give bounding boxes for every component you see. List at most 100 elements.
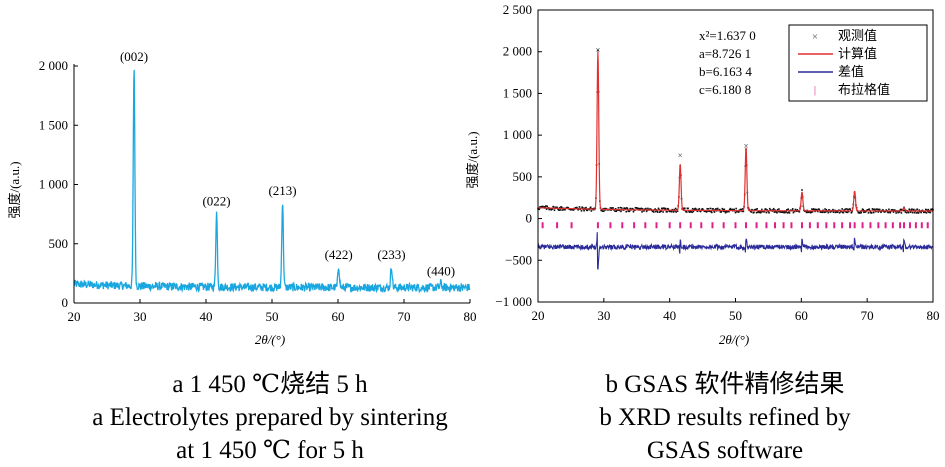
chart-b-observed-point <box>776 208 779 211</box>
chart-b-observed-point <box>888 208 890 211</box>
chart-b-observed-point <box>905 211 908 214</box>
chart-b-observed-point <box>734 211 737 214</box>
chart-b-observed-point <box>857 210 859 213</box>
chart-a-peak-label: (233) <box>377 247 405 262</box>
chart-b-observed-point <box>843 209 845 211</box>
legend-label-bragg: 布拉格值 <box>838 82 890 98</box>
chart-b-observed-point <box>928 211 930 214</box>
chart-b-observed-point <box>709 207 712 210</box>
chart-b-observed-point <box>553 209 556 212</box>
chart-b-observed-point <box>560 206 563 209</box>
chart-b-observed-point <box>577 208 579 211</box>
chart-b-stat-chi2: x²=1.637 0 <box>699 28 756 43</box>
chart-b-observed-point <box>589 207 591 210</box>
chart-b-observed-point <box>916 208 918 210</box>
chart-b-observed-point <box>553 206 555 208</box>
legend-label-difference: 差值 <box>838 64 864 80</box>
chart-b-observed-point <box>859 212 861 214</box>
chart-b-observed-point <box>632 210 635 213</box>
chart-b-x-tick-label: 30 <box>597 308 610 323</box>
chart-b-bragg-marker <box>755 222 758 229</box>
chart-b-observed-point <box>860 211 863 214</box>
chart-b-observed-point <box>813 209 816 211</box>
chart-b-y-tick-label: 1 000 <box>503 127 532 142</box>
chart-b-observed-point <box>641 211 643 213</box>
chart-b-observed-point <box>737 211 740 213</box>
chart-b-observed-point <box>908 208 911 211</box>
chart-b-bragg-marker <box>765 222 768 229</box>
chart-b-observed-point <box>728 210 730 213</box>
chart-b-axes: 20 30 40 50 60 70 80 −1 000 −500 0 500 1 000 1 500 2 … <box>495 2 939 323</box>
chart-b-observed-point <box>785 211 787 213</box>
chart-b-bragg-markers <box>541 222 929 229</box>
caption-a: a 1 450 ℃烧结 5 h a Electrolytes prepared … <box>40 368 500 467</box>
chart-a-y-tick-label: 1 500 <box>39 117 68 132</box>
chart-b: × × × 20 30 40 50 60 70 80 −1 000 −500 0 500 1 000 1 5… <box>465 2 940 347</box>
chart-b-bragg-marker <box>908 222 911 229</box>
chart-b-observed-point <box>786 212 789 214</box>
chart-b-observed-point <box>927 208 930 211</box>
chart-b-observed-point <box>822 210 825 213</box>
caption-b-line-1: b GSAS 软件精修结果 <box>605 371 845 398</box>
chart-b-bragg-marker <box>899 222 902 229</box>
chart-b-observed-point <box>556 206 558 209</box>
chart-b-observed-point <box>870 211 873 214</box>
chart-a-x-tick-label: 70 <box>398 309 411 324</box>
chart-b-observed-point <box>674 207 677 210</box>
chart-b-observed-point <box>538 208 541 211</box>
chart-b-y-tick-label: 0 <box>526 211 533 226</box>
chart-b-observed-point <box>714 208 716 211</box>
chart-b-observed-point <box>728 209 731 211</box>
chart-a-y-tick-label: 0 <box>62 295 69 310</box>
chart-a-x-tick-label: 80 <box>464 309 477 324</box>
chart-b-observed-point <box>768 211 770 214</box>
chart-b-observed-point <box>624 207 627 210</box>
chart-b-observed-point <box>656 209 658 212</box>
chart-b-observed-point <box>768 207 771 210</box>
chart-b-bragg-marker <box>745 222 748 229</box>
chart-b-observed-point <box>546 205 549 208</box>
chart-b-observed-point <box>850 211 853 214</box>
chart-b-observed-point <box>741 208 744 210</box>
chart-b-observed-point <box>695 208 698 211</box>
chart-b-observed-point <box>723 208 726 211</box>
chart-b-observed-point <box>925 212 928 214</box>
chart-b-observed-point <box>603 207 606 210</box>
chart-b-observed-point <box>844 208 847 210</box>
chart-b-observed-point <box>773 211 776 213</box>
chart-b-observed-point <box>911 211 914 214</box>
chart-b-observed-point <box>570 209 572 211</box>
chart-b-observed-point <box>874 210 877 213</box>
chart-a-x-tick-label: 40 <box>200 309 213 324</box>
chart-b-observed-point <box>793 210 796 213</box>
chart-b-observed-point <box>684 207 686 210</box>
chart-b-observed-point <box>766 209 768 211</box>
chart-b-observed-point <box>776 211 778 214</box>
chart-b-bragg-marker <box>869 222 872 229</box>
chart-b-observed-point <box>830 210 833 213</box>
chart-b-observed-point <box>827 211 830 214</box>
chart-b-observed-point <box>670 210 673 213</box>
chart-b-bragg-marker <box>679 222 682 229</box>
chart-b-observed-point <box>714 208 717 210</box>
chart-b-observed-point <box>682 207 685 210</box>
chart-b-observed-point <box>664 207 667 210</box>
chart-b-observed-point <box>675 211 678 213</box>
chart-b-observed-point <box>750 211 753 213</box>
chart-b-observed-point <box>772 207 775 210</box>
chart-b-observed-point <box>639 207 641 210</box>
chart-b-observed-point <box>614 210 616 212</box>
chart-b-observed-point <box>755 211 758 214</box>
chart-b-calculated-line <box>537 51 933 212</box>
chart-b-bragg-marker <box>853 222 856 229</box>
chart-b-x-tick-label: 20 <box>532 308 545 323</box>
chart-b-observed-point <box>666 210 668 213</box>
chart-b-observed-point <box>625 210 628 213</box>
chart-b-observed-point <box>707 208 710 210</box>
chart-b-observed-point <box>859 210 862 213</box>
chart-b-observed-point <box>620 210 622 213</box>
chart-b-observed-point <box>756 208 759 210</box>
chart-a-peak-label: (440) <box>427 263 455 278</box>
chart-b-observed-point <box>869 211 872 213</box>
chart-a-x-tick-label: 20 <box>68 309 81 324</box>
